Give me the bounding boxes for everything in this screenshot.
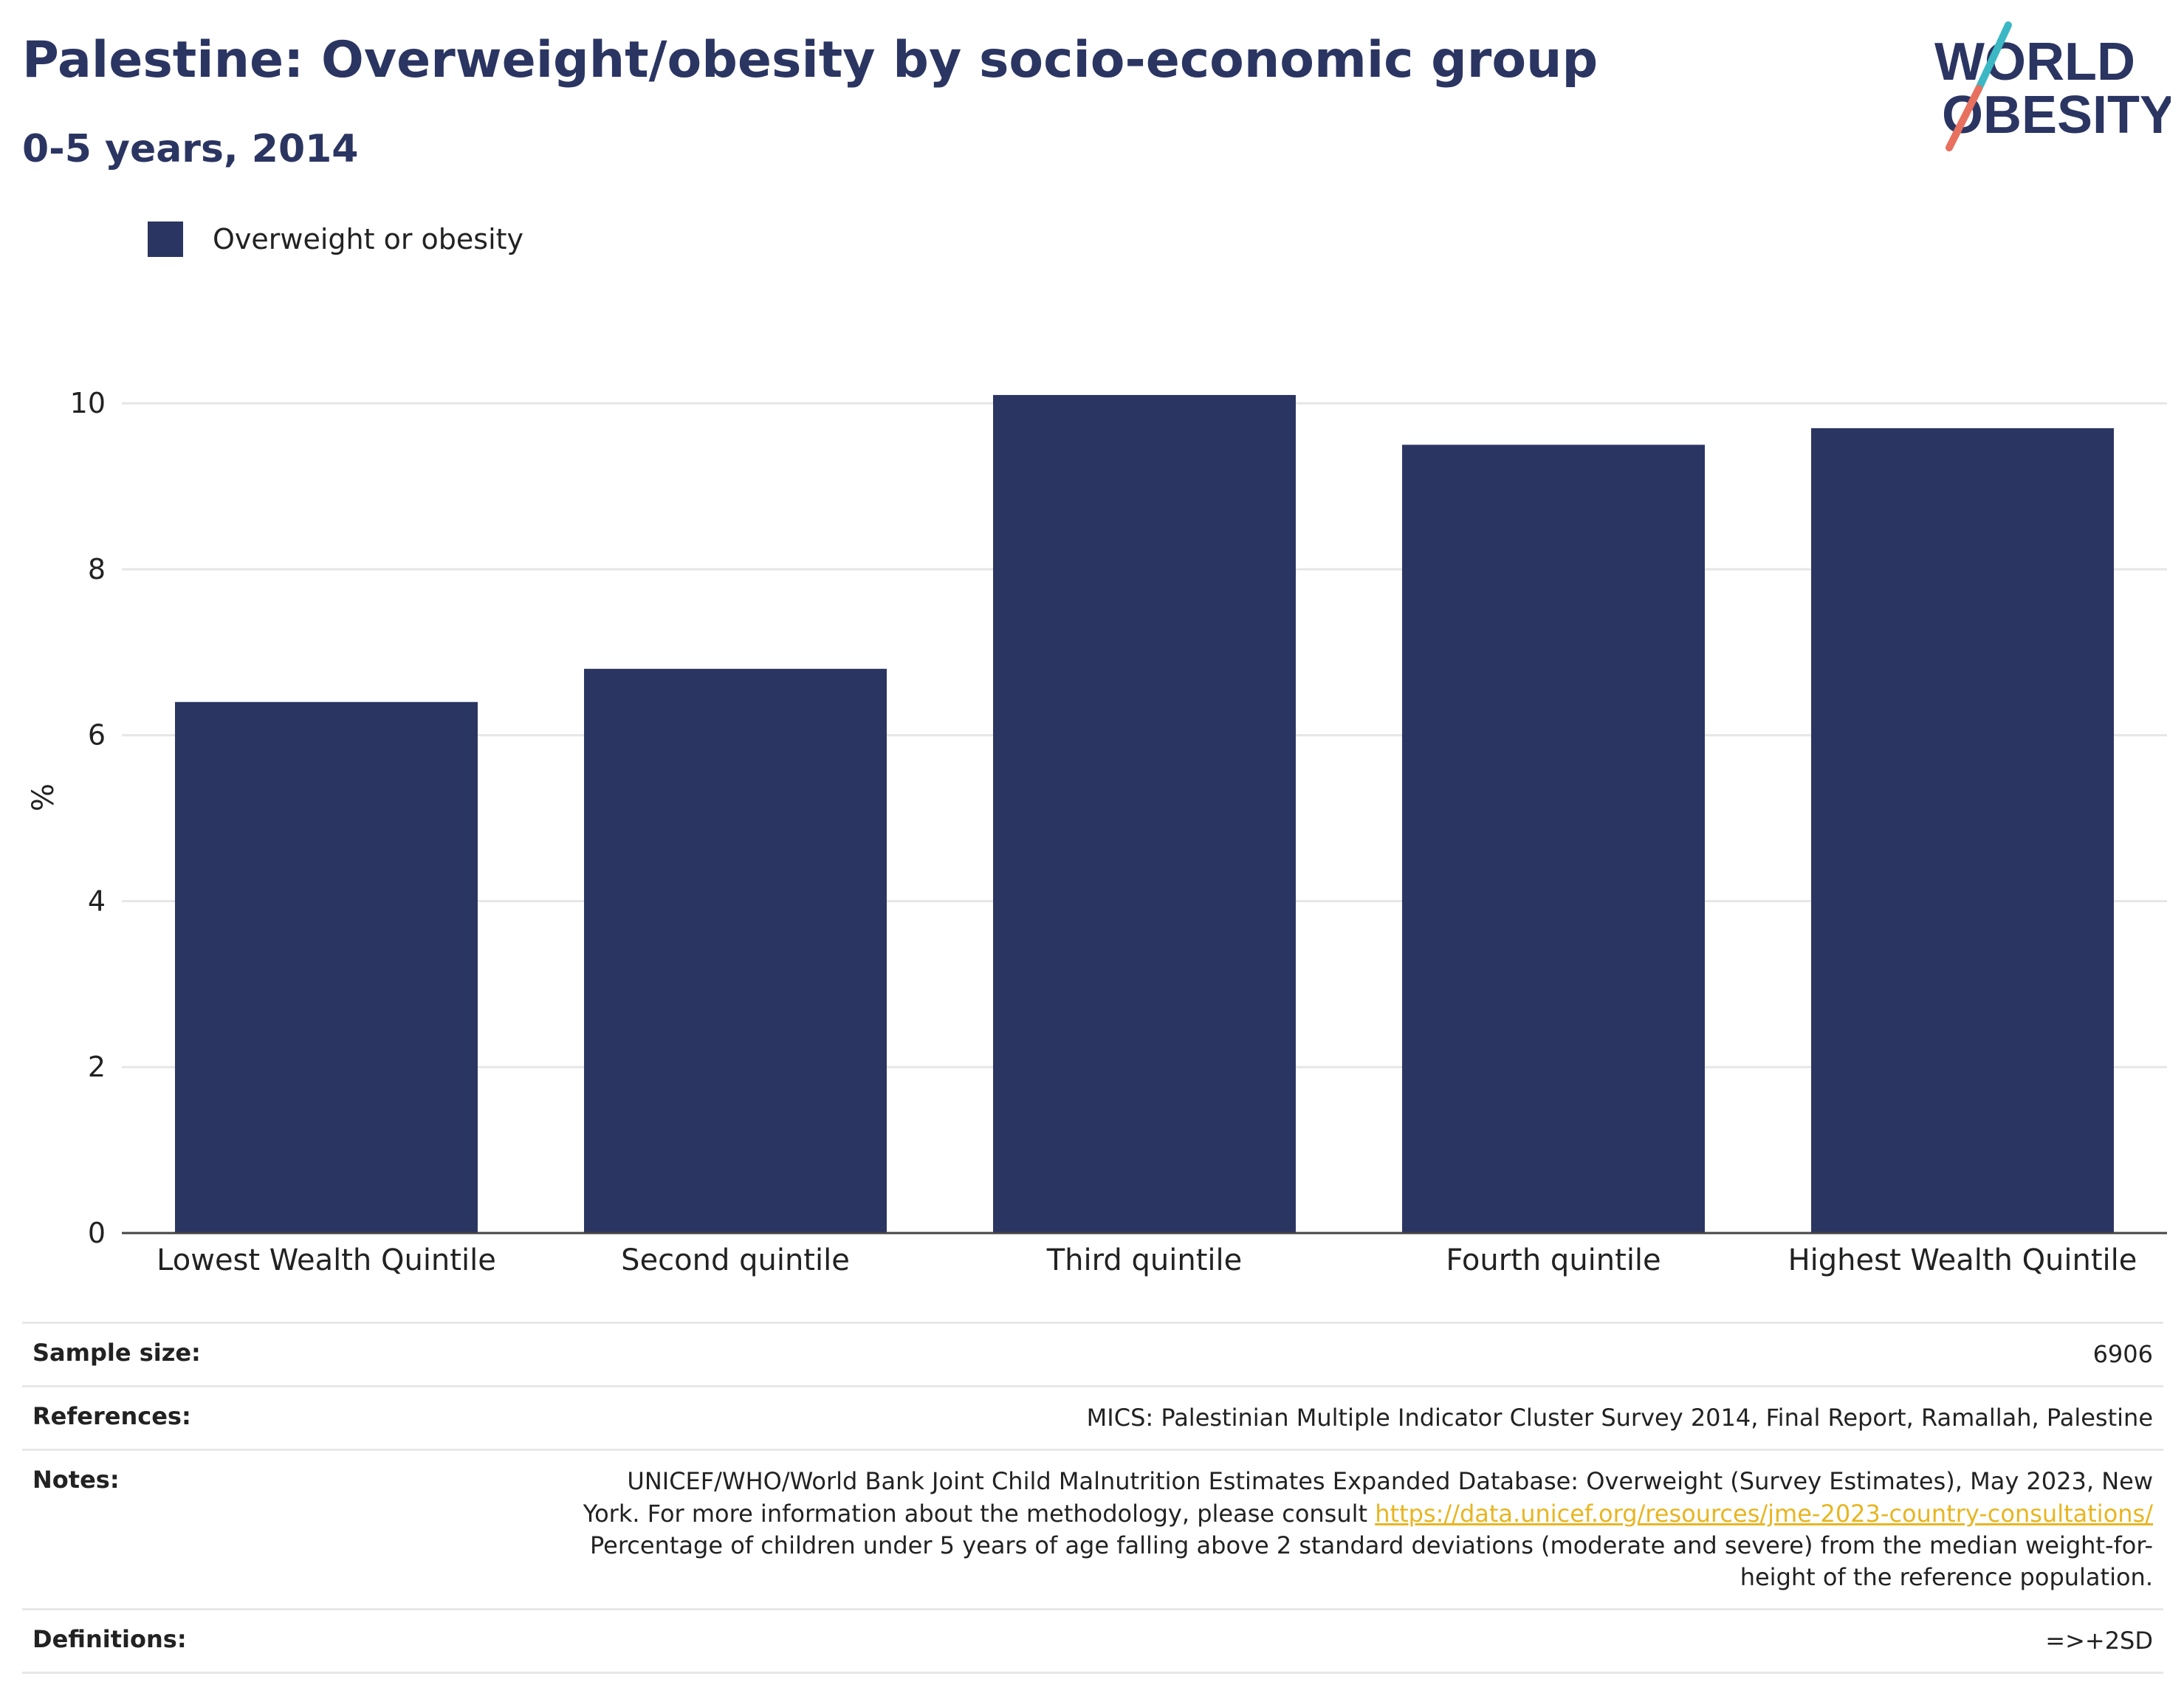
y-tick-label: 2: [88, 1051, 106, 1083]
y-tick-label: 6: [88, 719, 106, 752]
sample-size-label: Sample size:: [22, 1321, 279, 1387]
sample-size-row: Sample size: 6906: [22, 1321, 2163, 1387]
legend-swatch: [148, 222, 183, 257]
notes-line-2: York. For more information about the met…: [289, 1498, 2153, 1530]
notes-value: UNICEF/WHO/World Bank Joint Child Malnut…: [279, 1449, 2163, 1610]
y-tick-label: 4: [88, 885, 106, 917]
bar-chart: 0 2 4 6 8 10% Lowest Wealth Quintile Second qui…: [27, 387, 2167, 1277]
x-tick-label: Highest Wealth Quintile: [1788, 1243, 2137, 1277]
bar: [584, 668, 887, 1233]
references-value: MICS: Palestinian Multiple Indicator Clu…: [279, 1385, 2163, 1450]
y-tick-label: 8: [88, 553, 106, 586]
definitions-row: Definitions: =>+2SD: [22, 1608, 2163, 1675]
logo-slash-teal: [1975, 21, 2012, 92]
notes-line-4: height of the reference population.: [1740, 1562, 2153, 1591]
y-tick-label: 10: [70, 387, 106, 419]
logo-line2: OBESITY: [1942, 86, 2171, 145]
bar: [175, 701, 478, 1233]
legend-label: Overweight or obesity: [213, 223, 524, 255]
x-tick-label: Second quintile: [621, 1243, 850, 1277]
definitions-label: Definitions:: [22, 1608, 279, 1675]
references-row: References: MICS: Palestinian Multiple I…: [22, 1385, 2163, 1450]
notes-line-3: Percentage of children under 5 years of …: [590, 1531, 2153, 1559]
legend: Overweight or obesity: [148, 222, 523, 257]
notes-line-2-text: York. For more information about the met…: [583, 1499, 1376, 1528]
x-tick-label: Fourth quintile: [1446, 1243, 1661, 1277]
notes-row: Notes: UNICEF/WHO/World Bank Joint Child…: [22, 1449, 2163, 1610]
logo-slash-coral: [1946, 85, 1982, 151]
bar: [1402, 444, 1705, 1233]
y-axis-label: %: [27, 783, 61, 811]
references-label: References:: [22, 1385, 279, 1450]
methodology-link[interactable]: https://data.unicef.org/resources/jme-20…: [1375, 1499, 2153, 1528]
chart-subtitle: 0-5 years, 2014: [22, 127, 359, 171]
sample-size-value: 6906: [279, 1321, 2163, 1387]
logo-line1: WORLD: [1934, 32, 2135, 92]
bar: [1811, 428, 2114, 1233]
definitions-value: =>+2SD: [279, 1608, 2163, 1675]
world-obesity-logo: WORLD OBESITY: [1934, 21, 2171, 151]
chart-title: Palestine: Overweight/obesity by socio-e…: [22, 31, 1598, 89]
y-tick-label: 0: [88, 1217, 106, 1249]
x-tick-label: Lowest Wealth Quintile: [157, 1243, 496, 1277]
bar: [993, 394, 1296, 1233]
notes-label: Notes:: [22, 1449, 279, 1610]
info-table: Sample size: 6906 References: MICS: Pale…: [22, 1321, 2163, 1675]
notes-line-1: UNICEF/WHO/World Bank Joint Child Malnut…: [627, 1467, 2153, 1496]
x-tick-label: Third quintile: [1046, 1243, 1242, 1277]
